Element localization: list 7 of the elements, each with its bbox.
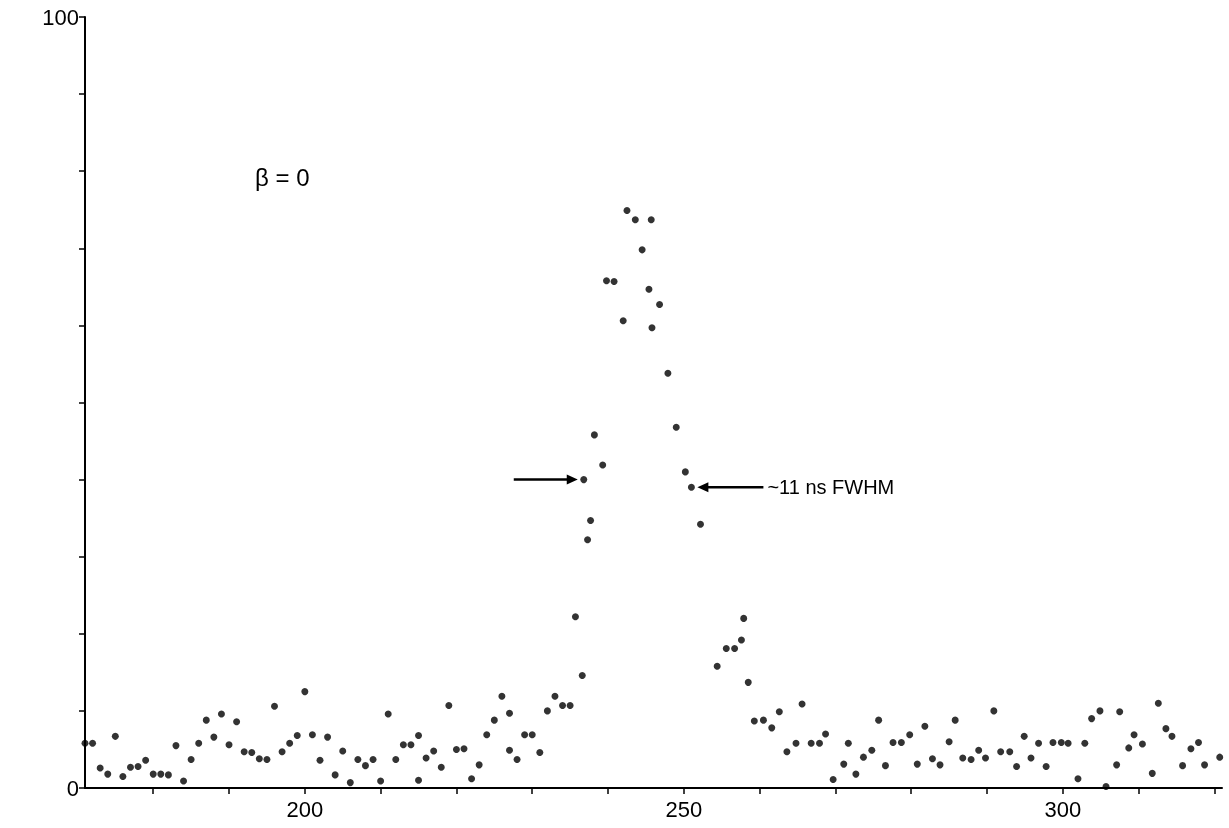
x-tick-label: 250 — [665, 796, 703, 822]
y-tick-label: 100 — [42, 4, 79, 30]
x-tick-label: 200 — [286, 796, 324, 822]
x-tick-label: 300 — [1044, 796, 1082, 822]
annotation: β = 0 — [255, 163, 310, 191]
y-tick-label: 0 — [66, 775, 79, 801]
annotation: ~11 ns FWHM — [767, 476, 895, 499]
